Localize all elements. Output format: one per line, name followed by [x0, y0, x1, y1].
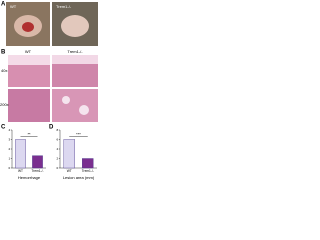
histology-detail: [62, 96, 70, 104]
y-tick-label: 1: [9, 156, 11, 160]
histology-detail: [79, 105, 89, 115]
bar: [32, 155, 43, 169]
y-tick-label: 2: [57, 156, 59, 160]
x-tick-label: Trem1-/-: [31, 169, 43, 173]
significance: ***: [76, 132, 81, 137]
y-tick-label: 0: [9, 166, 11, 170]
photo-caption: WT: [10, 4, 17, 9]
row-caption: 40x: [1, 68, 7, 73]
bar: [15, 139, 26, 169]
y-tick-label: 6: [57, 137, 59, 141]
x-axis-label: Hemorrhage: [18, 175, 41, 180]
x-axis-label: Lesion area (mm): [63, 175, 95, 180]
panel-label: D: [49, 125, 54, 131]
y-tick-label: 4: [57, 147, 59, 151]
photo-detail: [61, 15, 89, 37]
y-tick-label: 3: [9, 137, 11, 141]
x-tick-label: WT: [67, 169, 72, 173]
photo-detail: [22, 22, 34, 32]
y-tick-label: 4: [9, 128, 11, 132]
panel-label: A: [1, 2, 6, 8]
figure: A WT Trem1-/- B WT Trem1-/- 40x 200x C 0 1…: [0, 2, 98, 180]
y-tick-label: 8: [57, 128, 59, 132]
histology-detail: [52, 55, 98, 64]
panel-label: B: [1, 50, 6, 56]
histology: [8, 89, 50, 122]
histology-detail: [8, 55, 50, 65]
x-tick-label: Trem1-/-: [82, 169, 94, 173]
row-caption: 200x: [0, 102, 9, 107]
histology: [52, 89, 98, 122]
y-tick-label: 0: [57, 166, 59, 170]
column-caption: Trem1-/-: [67, 49, 83, 54]
bar: [63, 139, 76, 169]
x-tick-label: WT: [18, 169, 23, 173]
bar: [81, 158, 94, 169]
photo-caption: Trem1-/-: [56, 4, 72, 9]
significance: **: [27, 132, 31, 137]
panel-label: C: [1, 125, 6, 131]
y-tick-label: 2: [9, 147, 11, 151]
column-caption: WT: [25, 49, 32, 54]
